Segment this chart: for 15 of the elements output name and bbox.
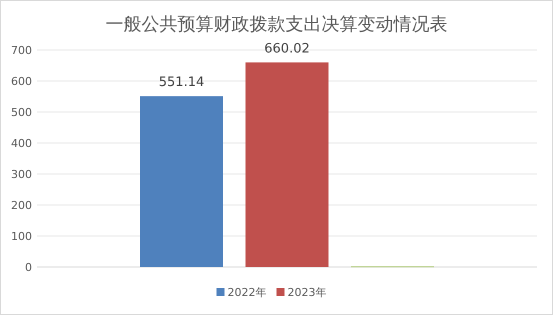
bar bbox=[140, 96, 223, 267]
y-tick-label: 500 bbox=[11, 106, 32, 119]
chart-title: 一般公共预算财政拨款支出决算变动情况表 bbox=[106, 14, 448, 35]
legend-label: 2022年 bbox=[228, 286, 266, 299]
y-tick-label: 600 bbox=[11, 75, 32, 88]
bar bbox=[246, 62, 328, 267]
y-tick-label: 400 bbox=[11, 137, 32, 150]
y-tick-label: 300 bbox=[11, 168, 32, 181]
y-tick-label: 100 bbox=[11, 230, 32, 243]
legend-label: 2023年 bbox=[288, 286, 326, 299]
y-tick-label: 200 bbox=[11, 199, 32, 212]
data-label: 551.14 bbox=[158, 75, 204, 90]
y-tick-label: 700 bbox=[11, 44, 32, 57]
data-label: 660.02 bbox=[264, 41, 310, 56]
y-tick-label: 0 bbox=[25, 261, 32, 274]
